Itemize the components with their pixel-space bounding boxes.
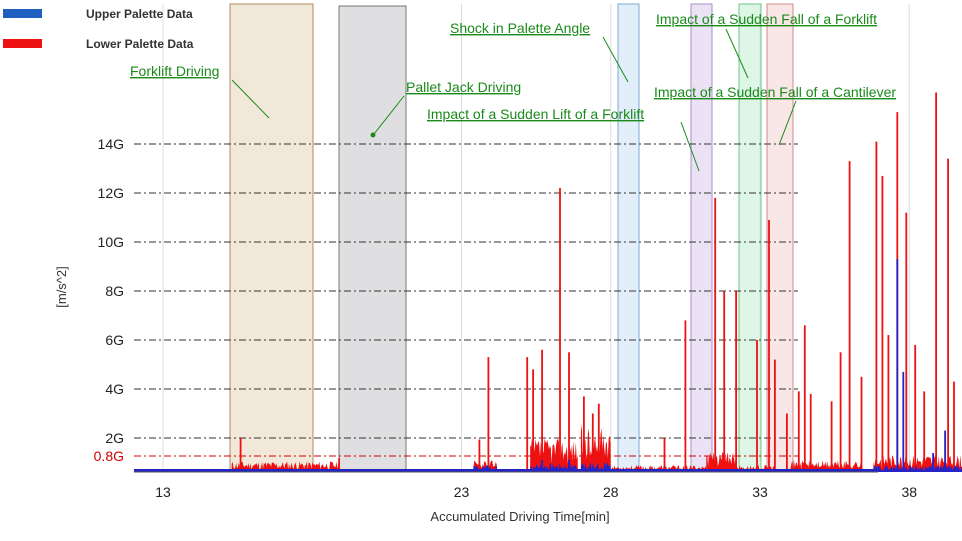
lower-peak — [583, 396, 585, 472]
y-tick-label: 2G — [105, 430, 124, 446]
lower-peak — [881, 175, 884, 472]
lower-peak — [774, 359, 776, 472]
x-tick-label: 33 — [752, 484, 768, 500]
legend-label-lower: Lower Palette Data — [86, 37, 194, 51]
lower-peak — [809, 393, 812, 472]
lower-burst-area — [873, 454, 962, 472]
upper-baseline-noise — [134, 469, 878, 472]
legend-swatch-lower — [3, 39, 42, 48]
lower-peak — [532, 369, 534, 472]
x-tick-label: 23 — [454, 484, 470, 500]
region-pallet-jack-driving — [338, 5, 407, 473]
annotation-leader-sudden-fall-cantilever — [778, 100, 797, 146]
annotation-leader-sudden-fall-forklift — [725, 28, 749, 79]
x-tick-label: 28 — [603, 484, 619, 500]
y-tick-labels: 0.8G 2G 4G 6G 8G 10G 12G 14G — [94, 136, 124, 464]
lower-peak — [541, 349, 543, 472]
lower-peak — [860, 376, 863, 473]
annotation-dot-pallet-jack — [370, 132, 376, 138]
y-tick-label: 0.8G — [94, 448, 124, 464]
lower-peak — [591, 413, 594, 472]
lower-peak — [723, 291, 726, 472]
upper-peak — [541, 460, 543, 472]
y-tick-label: 6G — [105, 332, 124, 348]
lower-peak — [768, 220, 770, 472]
annotation-forklift-driving: Forklift Driving — [130, 63, 219, 79]
annotation-pallet-jack-driving: Pallet Jack Driving — [406, 79, 521, 95]
lower-peak — [239, 438, 242, 472]
lower-peak — [803, 325, 806, 472]
lower-peak — [735, 291, 737, 472]
y-tick-label: 4G — [105, 381, 124, 397]
lower-peak — [714, 197, 717, 472]
region-forklift-driving — [229, 3, 314, 473]
lower-peak — [684, 320, 687, 472]
y-tick-label: 10G — [98, 234, 124, 250]
annotation-leader-forklift-driving — [231, 79, 270, 119]
region-shock-palette-angle — [617, 3, 640, 473]
annotation-leader-shock — [602, 36, 629, 83]
lower-burst-area — [580, 424, 611, 472]
lower-peak — [756, 340, 758, 472]
y-tick-label: 8G — [105, 283, 124, 299]
upper-burst-area — [580, 462, 611, 472]
lower-peak — [526, 357, 529, 472]
legend: Upper Palette Data Lower Palette Data — [3, 7, 194, 51]
lower-peak — [947, 158, 949, 472]
lower-peak — [338, 458, 340, 472]
annotation-shock-palette-angle: Shock in Palette Angle — [450, 20, 590, 36]
lower-peak — [559, 188, 561, 472]
upper-peak — [896, 259, 899, 472]
upper-peak — [932, 453, 934, 472]
lower-palette-series — [231, 92, 962, 473]
x-tick-label: 13 — [155, 484, 171, 500]
annotation-sudden-fall-cantilever: Impact of a Sudden Fall of a Cantilever — [654, 84, 896, 100]
lower-peak — [935, 92, 937, 472]
upper-burst-area — [473, 465, 498, 472]
lower-peak — [663, 438, 666, 472]
region-sudden-lift-forklift — [690, 3, 713, 473]
y-tick-label: 14G — [98, 136, 124, 152]
lower-peak — [905, 212, 908, 472]
lower-peak — [848, 161, 851, 472]
y-axis-title: [m/s^2] — [54, 266, 69, 308]
lower-peak — [597, 403, 600, 472]
lower-peak — [568, 352, 570, 473]
lower-peak — [875, 141, 878, 472]
lower-peak — [786, 413, 788, 472]
upper-peak — [944, 430, 946, 472]
upper-burst-area — [873, 465, 962, 472]
lower-peak — [797, 391, 800, 472]
lower-peak — [887, 335, 890, 472]
lower-peak — [478, 439, 481, 472]
annotations: Forklift Driving Pallet Jack Driving Sho… — [130, 11, 896, 172]
y-gridlines — [134, 143, 798, 457]
lower-peak — [487, 357, 490, 472]
legend-swatch-upper — [3, 9, 42, 18]
lower-burst-area — [706, 452, 737, 472]
lower-peak — [839, 352, 842, 473]
lower-peak — [914, 344, 917, 472]
y-tick-label: 12G — [98, 185, 124, 201]
annotation-regions — [229, 3, 794, 473]
x-axis-title: Accumulated Driving Time[min] — [430, 509, 609, 524]
annotation-sudden-lift-forklift: Impact of a Sudden Lift of a Forklift — [427, 106, 644, 122]
upper-palette-series — [134, 259, 962, 472]
region-sudden-fall-cantilever — [766, 3, 794, 473]
lower-peak — [923, 391, 926, 472]
x-tick-labels: 13 23 28 33 38 — [155, 484, 917, 500]
lower-peak — [953, 381, 955, 472]
annotation-leader-pallet-jack — [373, 95, 405, 135]
legend-label-upper: Upper Palette Data — [86, 7, 193, 21]
lower-peak — [830, 401, 833, 473]
x-tick-label: 38 — [901, 484, 917, 500]
upper-peak — [568, 460, 570, 472]
annotation-leader-sudden-lift — [680, 121, 700, 172]
annotation-sudden-fall-forklift: Impact of a Sudden Fall of a Forklift — [656, 11, 877, 27]
upper-peak — [902, 371, 905, 472]
